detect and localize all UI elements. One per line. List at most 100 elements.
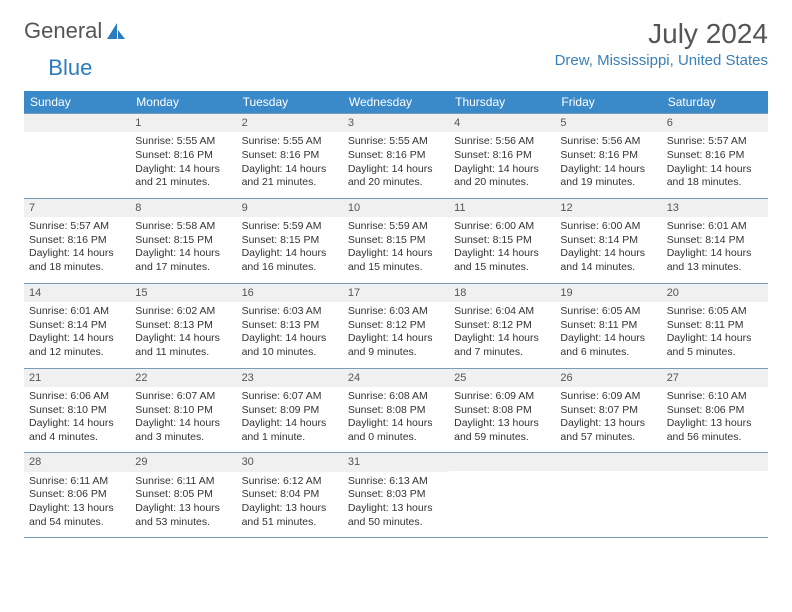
brand-part2: Blue: [48, 55, 92, 81]
day-number: 17: [343, 284, 449, 302]
day-info-line: Sunset: 8:16 PM: [29, 234, 125, 248]
day-info-line: Sunset: 8:16 PM: [454, 149, 550, 163]
day-info-line: Sunrise: 6:09 AM: [454, 390, 550, 404]
day-info-line: Sunrise: 6:11 AM: [29, 475, 125, 489]
day-info-line: Sunrise: 6:07 AM: [242, 390, 338, 404]
day-info-line: Sunrise: 6:05 AM: [560, 305, 656, 319]
week-row: 14Sunrise: 6:01 AMSunset: 8:14 PMDayligh…: [24, 284, 768, 369]
day-cell: [555, 453, 661, 537]
day-info-line: Daylight: 14 hours: [242, 247, 338, 261]
day-info-line: Sunset: 8:06 PM: [29, 488, 125, 502]
day-cell: 19Sunrise: 6:05 AMSunset: 8:11 PMDayligh…: [555, 284, 661, 368]
day-cell: [449, 453, 555, 537]
day-info-line: Sunrise: 5:59 AM: [242, 220, 338, 234]
day-info-line: Daylight: 13 hours: [560, 417, 656, 431]
day-info-line: Sunset: 8:14 PM: [560, 234, 656, 248]
day-number: 24: [343, 369, 449, 387]
day-info-line: Daylight: 13 hours: [454, 417, 550, 431]
day-info-line: and 50 minutes.: [348, 516, 444, 530]
day-header: Tuesday: [237, 91, 343, 113]
day-info-line: Daylight: 14 hours: [560, 332, 656, 346]
day-info-line: Daylight: 14 hours: [135, 332, 231, 346]
day-info-line: Sunset: 8:16 PM: [667, 149, 763, 163]
day-cell: 20Sunrise: 6:05 AMSunset: 8:11 PMDayligh…: [662, 284, 768, 368]
day-header-row: SundayMondayTuesdayWednesdayThursdayFrid…: [24, 91, 768, 113]
month-title: July 2024: [555, 18, 768, 50]
day-cell: 18Sunrise: 6:04 AMSunset: 8:12 PMDayligh…: [449, 284, 555, 368]
day-info-line: Daylight: 14 hours: [348, 417, 444, 431]
day-info-line: and 20 minutes.: [348, 176, 444, 190]
day-info-line: Daylight: 14 hours: [348, 332, 444, 346]
day-info-line: and 59 minutes.: [454, 431, 550, 445]
day-cell: 30Sunrise: 6:12 AMSunset: 8:04 PMDayligh…: [237, 453, 343, 537]
week-row: 1Sunrise: 5:55 AMSunset: 8:16 PMDaylight…: [24, 113, 768, 199]
day-info-line: and 16 minutes.: [242, 261, 338, 275]
day-header: Sunday: [24, 91, 130, 113]
day-header: Monday: [130, 91, 236, 113]
day-info-line: and 18 minutes.: [667, 176, 763, 190]
day-info-line: Sunset: 8:16 PM: [348, 149, 444, 163]
day-info-line: and 17 minutes.: [135, 261, 231, 275]
day-info-line: Sunrise: 5:57 AM: [29, 220, 125, 234]
day-number: 23: [237, 369, 343, 387]
day-number: 3: [343, 114, 449, 132]
day-info-line: Sunrise: 5:55 AM: [348, 135, 444, 149]
day-info-line: Sunrise: 6:10 AM: [667, 390, 763, 404]
day-number: 13: [662, 199, 768, 217]
day-number: 7: [24, 199, 130, 217]
day-info-line: and 21 minutes.: [135, 176, 231, 190]
day-info-line: and 0 minutes.: [348, 431, 444, 445]
calendar: SundayMondayTuesdayWednesdayThursdayFrid…: [24, 91, 768, 538]
day-cell: 1Sunrise: 5:55 AMSunset: 8:16 PMDaylight…: [130, 114, 236, 198]
day-info-line: Sunrise: 6:01 AM: [667, 220, 763, 234]
day-cell: 5Sunrise: 5:56 AMSunset: 8:16 PMDaylight…: [555, 114, 661, 198]
day-info-line: Sunrise: 6:11 AM: [135, 475, 231, 489]
day-number: 25: [449, 369, 555, 387]
day-info-line: Daylight: 13 hours: [135, 502, 231, 516]
day-info-line: and 54 minutes.: [29, 516, 125, 530]
day-cell: 23Sunrise: 6:07 AMSunset: 8:09 PMDayligh…: [237, 369, 343, 453]
day-number: 4: [449, 114, 555, 132]
day-number: 22: [130, 369, 236, 387]
day-info-line: Sunrise: 6:06 AM: [29, 390, 125, 404]
day-info-line: Sunset: 8:15 PM: [348, 234, 444, 248]
day-info-line: Sunset: 8:14 PM: [29, 319, 125, 333]
day-info-line: Sunrise: 6:13 AM: [348, 475, 444, 489]
day-cell: 21Sunrise: 6:06 AMSunset: 8:10 PMDayligh…: [24, 369, 130, 453]
day-info-line: and 11 minutes.: [135, 346, 231, 360]
day-number: 5: [555, 114, 661, 132]
day-info-line: Sunset: 8:16 PM: [560, 149, 656, 163]
day-number: 15: [130, 284, 236, 302]
day-info-line: and 4 minutes.: [29, 431, 125, 445]
day-info-line: and 5 minutes.: [667, 346, 763, 360]
day-info-line: and 10 minutes.: [242, 346, 338, 360]
day-cell: 12Sunrise: 6:00 AMSunset: 8:14 PMDayligh…: [555, 199, 661, 283]
day-number: 31: [343, 453, 449, 471]
day-cell: 6Sunrise: 5:57 AMSunset: 8:16 PMDaylight…: [662, 114, 768, 198]
day-cell: 15Sunrise: 6:02 AMSunset: 8:13 PMDayligh…: [130, 284, 236, 368]
day-info-line: Daylight: 14 hours: [135, 247, 231, 261]
day-info-line: Daylight: 14 hours: [135, 163, 231, 177]
day-info-line: Daylight: 14 hours: [242, 332, 338, 346]
day-info-line: Daylight: 14 hours: [135, 417, 231, 431]
day-info-line: and 53 minutes.: [135, 516, 231, 530]
day-info-line: and 9 minutes.: [348, 346, 444, 360]
day-number: 28: [24, 453, 130, 471]
day-number: 29: [130, 453, 236, 471]
day-number: 30: [237, 453, 343, 471]
day-info-line: and 13 minutes.: [667, 261, 763, 275]
day-info-line: Sunset: 8:14 PM: [667, 234, 763, 248]
day-number: 19: [555, 284, 661, 302]
day-info-line: Sunrise: 6:12 AM: [242, 475, 338, 489]
day-info-line: Daylight: 14 hours: [29, 332, 125, 346]
title-block: July 2024 Drew, Mississippi, United Stat…: [555, 18, 768, 69]
day-info-line: Sunrise: 6:08 AM: [348, 390, 444, 404]
day-info-line: Sunset: 8:07 PM: [560, 404, 656, 418]
day-cell: 10Sunrise: 5:59 AMSunset: 8:15 PMDayligh…: [343, 199, 449, 283]
day-info-line: Daylight: 14 hours: [348, 163, 444, 177]
day-number: 8: [130, 199, 236, 217]
day-info-line: Sunrise: 5:57 AM: [667, 135, 763, 149]
day-cell: 14Sunrise: 6:01 AMSunset: 8:14 PMDayligh…: [24, 284, 130, 368]
day-info-line: and 21 minutes.: [242, 176, 338, 190]
day-cell: [24, 114, 130, 198]
